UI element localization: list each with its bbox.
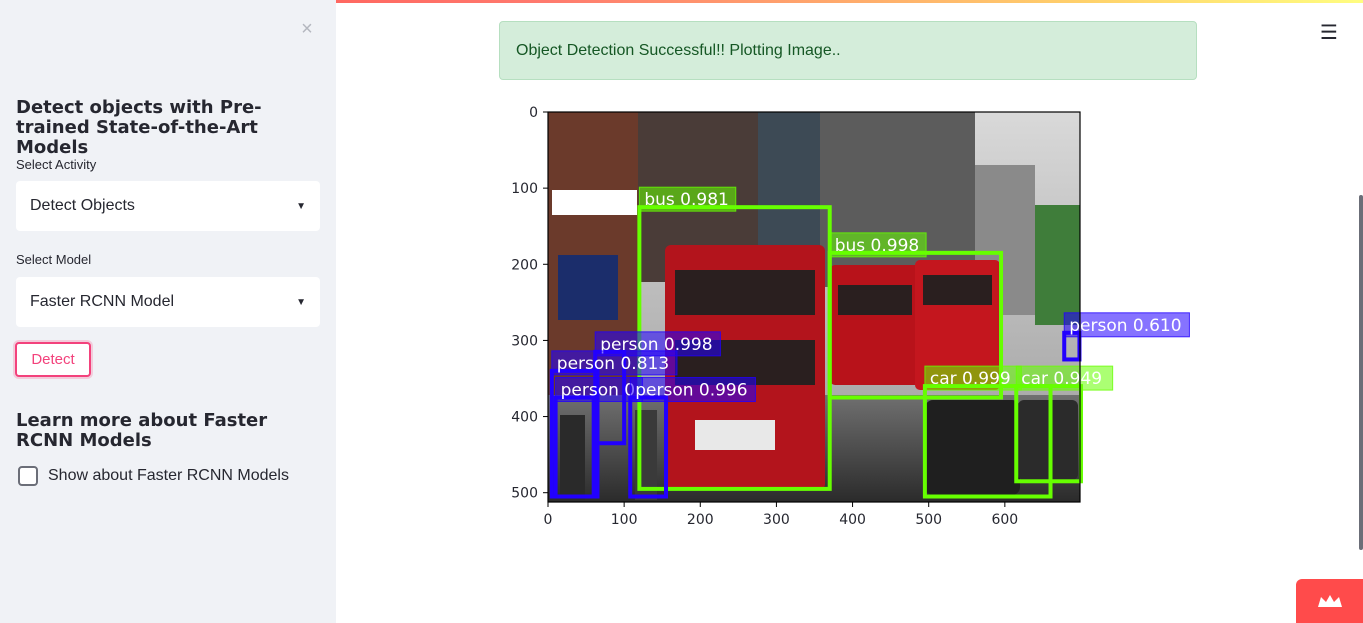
y-tick-label: 500 (511, 486, 538, 502)
activity-select[interactable]: Detect Objects ▼ (16, 181, 320, 231)
detection-plot: bus 0.981 bus 0.998 car 0.999 car 0.949 pers… (511, 105, 1190, 528)
y-tick-label: 200 (511, 257, 538, 273)
detection-label-bg (924, 365, 1022, 391)
detect-button[interactable]: Detect (15, 342, 91, 377)
detection-label-bg (629, 377, 756, 403)
model-select-value: Faster RCNN Model (30, 293, 175, 310)
chevron-down-icon: ▼ (296, 296, 306, 308)
x-tick-label: 0 (544, 512, 553, 528)
model-select[interactable]: Faster RCNN Model ▼ (16, 277, 320, 327)
x-tick-label: 200 (687, 512, 714, 528)
detection-label: person 0.610 (1069, 316, 1181, 336)
detection-label: car 0.949 (1021, 369, 1102, 389)
success-alert: Object Detection Successful!! Plotting I… (499, 21, 1197, 80)
y-tick-label: 400 (511, 410, 538, 426)
detection-label-bg (638, 186, 737, 212)
sidebar-title: Detect objects with Pre-trained State-of… (16, 97, 262, 158)
sidebar: × Detect objects with Pre-trained State-… (0, 0, 336, 623)
y-tick-label: 0 (529, 105, 538, 121)
detection-label: car 0.999 (930, 369, 1011, 389)
close-icon[interactable]: × (301, 18, 313, 40)
about-models-checkbox-row[interactable]: Show about Faster RCNN Models (18, 466, 289, 486)
learn-more-heading: Learn more about Faster RCNN Models (16, 410, 268, 451)
detection-label: person 0.813 (557, 354, 669, 374)
activity-label: Select Activity (16, 157, 97, 172)
plot-frame (547, 111, 1081, 503)
success-alert-text: Object Detection Successful!! Plotting I… (516, 41, 841, 59)
activity-select-value: Detect Objects (30, 197, 135, 214)
model-label: Select Model (16, 252, 92, 267)
top-decoration-bar (0, 0, 1363, 3)
hamburger-icon[interactable]: ☰ (1320, 22, 1338, 44)
scrollbar[interactable] (1359, 195, 1363, 550)
detection-label-bg (829, 232, 927, 258)
x-tick-label: 300 (763, 512, 790, 528)
x-tick-label: 500 (915, 512, 942, 528)
streamlit-badge[interactable] (1296, 579, 1363, 623)
detection-label: bus 0.981 (644, 190, 729, 210)
detection-label-bg (1015, 365, 1114, 391)
x-tick-label: 100 (611, 512, 638, 528)
y-tick-label: 300 (511, 333, 538, 349)
detection-label: bus 0.998 (835, 236, 920, 256)
x-tick-label: 600 (991, 512, 1018, 528)
detection-label: person 0 (561, 381, 636, 401)
detection-overlay: bus 0.981 bus 0.998 car 0.999 car 0.949 pers… (549, 186, 1190, 499)
detection-label-bg (551, 350, 678, 376)
detection-label-bg (555, 377, 643, 403)
detection-label: person 0.996 (635, 381, 747, 401)
y-tick-label: 100 (511, 181, 538, 197)
detection-label-bg (1063, 312, 1190, 338)
about-models-checkbox-label: Show about Faster RCNN Models (48, 467, 289, 484)
crown-icon (1317, 595, 1342, 607)
plot-axes: 0 100 200 300 400 500 600 0 100 200 300 400 500 (511, 105, 1018, 528)
about-models-checkbox[interactable] (18, 466, 38, 486)
x-tick-label: 400 (839, 512, 866, 528)
chevron-down-icon: ▼ (296, 200, 306, 212)
detection-label: person 0.998 (600, 335, 712, 355)
